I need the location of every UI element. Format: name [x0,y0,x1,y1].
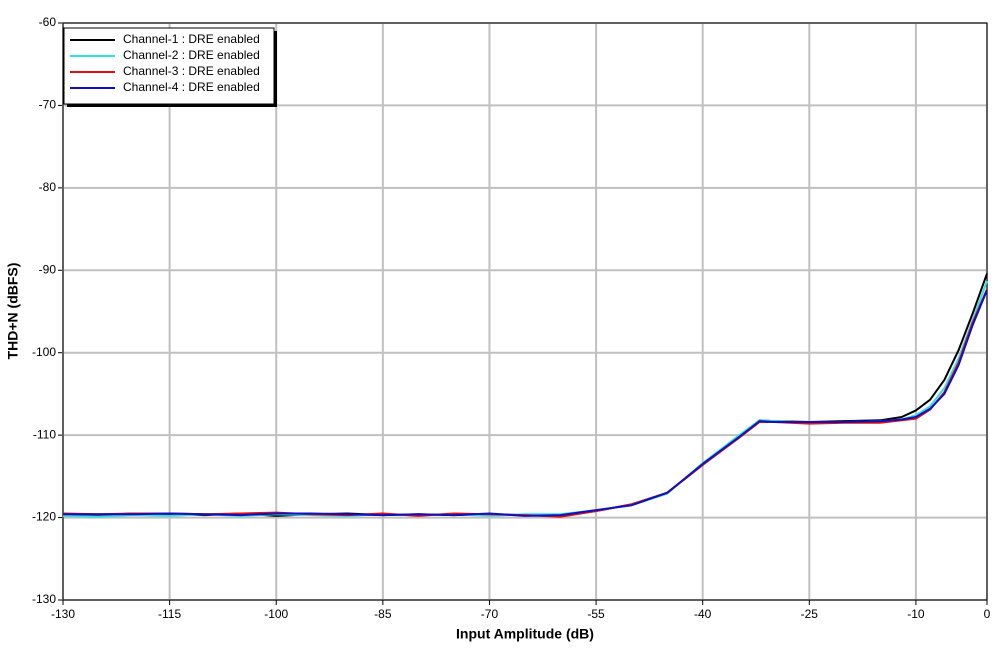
x-tick-label: -10 [907,607,925,621]
x-tick-label: 0 [984,607,991,621]
series-line [63,289,988,517]
legend-label: Channel-2 : DRE enabled [123,48,260,62]
x-tick-label: -40 [694,607,712,621]
y-tick-label: -100 [32,345,56,359]
y-tick-label: -70 [39,98,57,112]
legend-label: Channel-4 : DRE enabled [123,80,260,94]
x-tick-label: -25 [801,607,819,621]
y-tick-label: -90 [39,262,57,276]
y-tick-label: -130 [32,592,56,606]
x-tick-label: -85 [374,607,392,621]
y-tick-label: -110 [33,427,56,441]
x-tick-label: -100 [264,607,288,621]
plot-area [63,23,987,600]
y-tick-label: -80 [39,180,57,194]
x-tick-label: -70 [481,607,499,621]
y-tick-label: -60 [39,15,57,29]
x-axis-title: Input Amplitude (dB) [456,626,594,642]
legend-label: Channel-3 : DRE enabled [123,64,260,78]
y-axis-title: THD+N (dBFS) [5,263,21,360]
x-tick-label: -130 [51,607,75,621]
x-tick-label: -55 [587,607,605,621]
plot-frame [62,22,988,601]
y-tick-label: -120 [32,510,56,524]
legend-label: Channel-1 : DRE enabled [123,32,260,46]
x-tick-label: -115 [158,607,181,621]
